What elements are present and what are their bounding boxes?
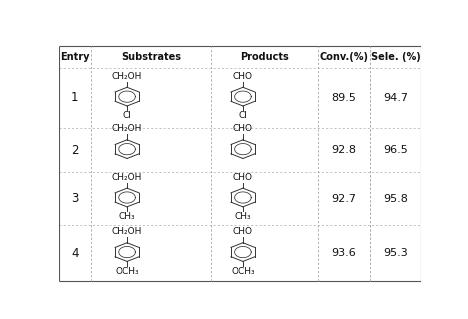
Text: 4: 4 [71,247,79,260]
Text: 1: 1 [71,91,79,104]
Text: CH₃: CH₃ [234,212,251,221]
Text: CH₂OH: CH₂OH [112,72,142,81]
Text: Products: Products [240,52,289,62]
Text: 92.7: 92.7 [331,194,356,204]
Text: 3: 3 [71,192,79,205]
Text: Cl: Cl [123,111,132,120]
Text: CH₂OH: CH₂OH [112,173,142,182]
Text: 96.5: 96.5 [383,145,408,155]
Text: 94.7: 94.7 [383,93,408,103]
Text: Conv.(%): Conv.(%) [319,52,368,62]
Text: OCH₃: OCH₃ [115,267,139,276]
Text: 2: 2 [71,144,79,157]
Text: OCH₃: OCH₃ [231,267,255,276]
Text: CH₂OH: CH₂OH [112,124,142,133]
Text: Entry: Entry [60,52,89,62]
Text: CH₂OH: CH₂OH [112,227,142,236]
Text: Cl: Cl [239,111,248,120]
Text: 95.8: 95.8 [383,194,408,204]
Text: Substrates: Substrates [121,52,181,62]
Text: CHO: CHO [233,72,253,81]
Text: 92.8: 92.8 [331,145,356,155]
Text: CHO: CHO [233,173,253,182]
Text: Sele. (%): Sele. (%) [371,52,420,62]
Text: CHO: CHO [233,124,253,133]
Text: CHO: CHO [233,227,253,236]
Text: 93.6: 93.6 [331,248,356,258]
Text: CH₃: CH₃ [119,212,135,221]
Text: 95.3: 95.3 [383,248,408,258]
Text: 89.5: 89.5 [331,93,356,103]
